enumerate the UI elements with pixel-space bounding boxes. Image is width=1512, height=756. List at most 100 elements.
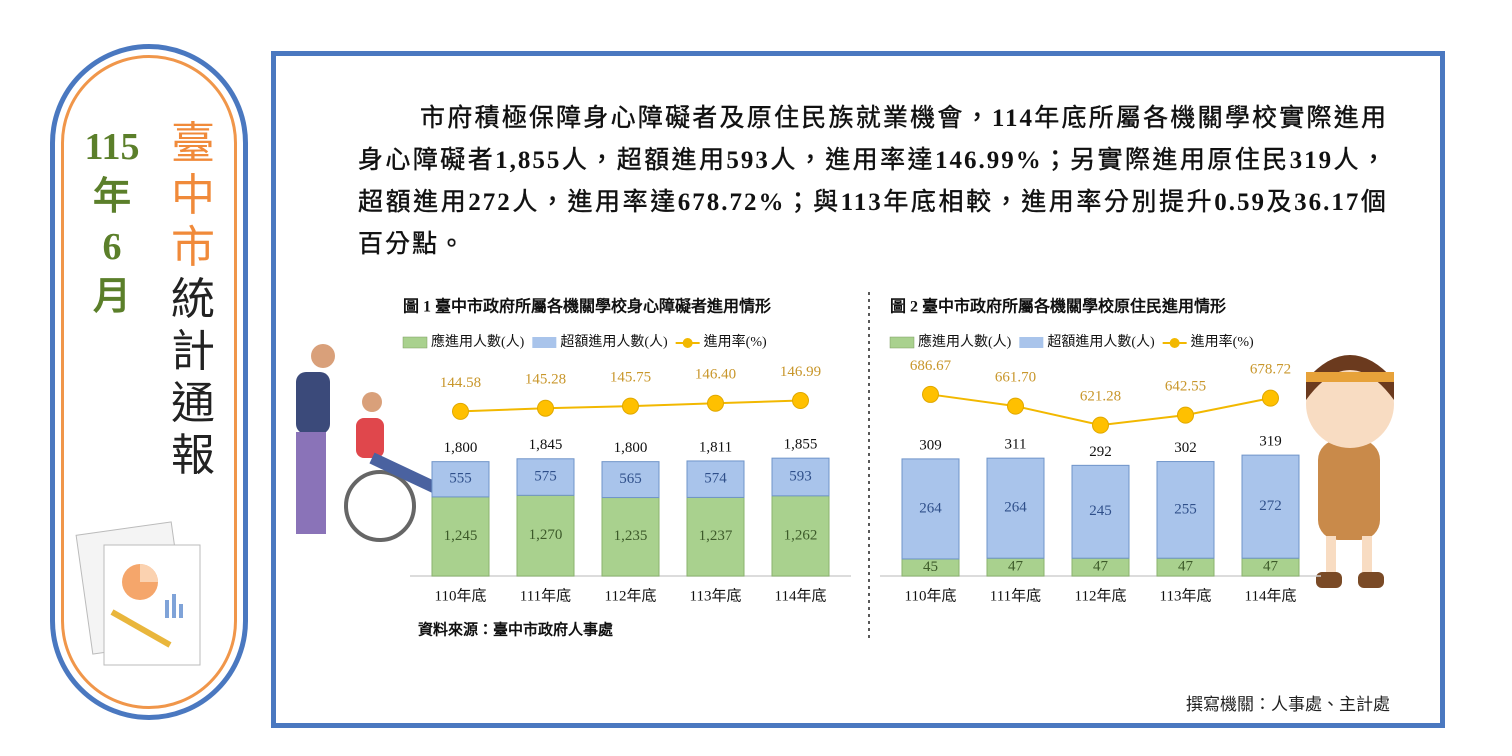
bar-segment: [601, 497, 660, 577]
x-tick-label: 110年底: [435, 587, 487, 604]
segment-label: 1,270: [529, 527, 563, 543]
summary-figure: 319: [1289, 147, 1334, 174]
segment-label: 575: [534, 468, 557, 484]
summary-figure: 0.59: [1214, 189, 1266, 216]
rate-marker: [707, 394, 724, 412]
summary-text: 市府積極保障身心障礙者及原住民族就業機會，114年底所屬各機關學校實際進用身心障…: [358, 98, 1388, 266]
summary-segment: 及: [1265, 189, 1295, 216]
segment-label: 1,237: [699, 528, 733, 544]
segment-label: 47: [1263, 559, 1279, 575]
summary-figure: 114: [991, 105, 1034, 132]
segment-label: 1,235: [614, 528, 648, 544]
bar-segment: [1071, 464, 1130, 559]
legend-swatch: [682, 338, 693, 348]
issue-year: 115: [84, 126, 140, 168]
segment-label: 593: [789, 468, 812, 484]
bar-segment: [686, 496, 745, 577]
summary-figure: 36.17: [1294, 189, 1361, 216]
rate-marker: [622, 397, 639, 415]
summary-figure: 272: [468, 189, 512, 216]
issue-date: 115 年 6 月: [72, 122, 152, 322]
summary-segment: 人，超額進用: [561, 147, 727, 174]
legend-label: 進用率(%): [704, 333, 767, 350]
bar-segment: [901, 458, 960, 560]
rate-marker: [537, 399, 554, 417]
x-tick-label: 114年底: [775, 587, 827, 604]
rate-label: 686.67: [910, 358, 952, 374]
summary-segment: 市府積極保障身心障礙者及原住民族就業機會，: [420, 105, 992, 132]
total-label: 1,800: [614, 440, 648, 456]
total-label: 1,845: [529, 437, 563, 453]
rate-label: 146.40: [695, 367, 736, 383]
legend-label: 超額進用人數(人): [1047, 334, 1155, 350]
bar-segment: [771, 457, 830, 497]
summary-figure: 1,855: [495, 147, 562, 174]
rate-label: 661.70: [995, 370, 1036, 386]
bar-segment: [1241, 454, 1300, 559]
bar-segment: [601, 461, 660, 499]
segment-label: 565: [619, 471, 642, 487]
rate-marker: [1092, 416, 1109, 434]
summary-segment: 年底相較，進用率分別提升: [882, 189, 1215, 216]
legend-swatch: [1169, 338, 1180, 348]
rate-label: 144.58: [440, 375, 481, 391]
summary-figure: 113: [840, 189, 883, 216]
total-label: 311: [1005, 437, 1027, 453]
summary-figure: 593: [726, 147, 770, 174]
rate-label: 145.28: [525, 372, 566, 388]
total-label: 292: [1089, 444, 1112, 460]
segment-label: 264: [919, 500, 942, 516]
x-tick-label: 111年底: [990, 587, 1041, 604]
x-tick-label: 113年底: [1160, 587, 1212, 604]
issue-month-unit: 月: [92, 276, 131, 318]
legend-label: 應進用人數(人): [431, 333, 525, 350]
summary-segment: 人，進用率達: [769, 147, 935, 174]
x-tick-label: 113年底: [690, 587, 742, 604]
chart-title: 圖 1 臺中市政府所屬各機關學校身心障礙者進用情形: [403, 297, 771, 316]
legend-label: 超額進用人數(人): [560, 334, 668, 350]
rate-marker: [922, 385, 939, 403]
segment-label: 272: [1259, 498, 1282, 514]
legend-label: 應進用人數(人): [918, 333, 1012, 350]
segment-label: 1,262: [784, 527, 818, 543]
rate-marker: [452, 402, 469, 420]
publication-title: 臺中市 統計通報: [163, 118, 223, 482]
total-label: 1,811: [699, 439, 732, 455]
sidebar-icon: [75, 521, 201, 666]
x-tick-label: 114年底: [1245, 587, 1297, 604]
rate-label: 621.28: [1080, 389, 1121, 405]
rate-marker: [1007, 397, 1024, 415]
content-panel: [271, 51, 1445, 728]
sidebar: [50, 44, 248, 720]
legend-swatch: [532, 337, 557, 348]
segment-label: 574: [704, 471, 727, 487]
legend-swatch: [402, 336, 428, 349]
segment-label: 45: [923, 559, 938, 575]
total-label: 319: [1259, 434, 1282, 450]
x-tick-label: 111年底: [520, 587, 571, 604]
segment-label: 47: [1178, 559, 1194, 575]
segment-label: 1,245: [444, 528, 478, 544]
rate-marker: [1177, 406, 1194, 424]
chart-title: 圖 2 臺中市政府所屬各機關學校原住民進用情形: [890, 297, 1226, 316]
illustration-wheelchair: [296, 344, 443, 542]
title-char: 報: [171, 431, 215, 480]
title-rest: 統計通報: [163, 274, 223, 482]
x-tick-label: 112年底: [1075, 587, 1127, 604]
title-highlight: 臺中市: [163, 118, 223, 274]
bar-segment: [1156, 461, 1215, 559]
rate-label: 678.72: [1250, 362, 1291, 378]
summary-segment: 人，進用率達: [511, 189, 678, 216]
total-label: 1,800: [444, 440, 478, 456]
author: 撰寫機關：人事處、主計處: [1186, 695, 1390, 714]
bar-segment: [516, 494, 575, 577]
segment-label: 47: [1008, 559, 1024, 575]
summary-segment: 年底所屬各機關學校實際進用身心障礙者: [358, 105, 1388, 174]
bar-segment: [771, 495, 830, 577]
source-note: 資料來源：臺中市政府人事處: [418, 620, 614, 638]
total-label: 302: [1174, 440, 1197, 456]
rate-label: 642.55: [1165, 379, 1206, 395]
x-tick-label: 110年底: [905, 587, 957, 604]
